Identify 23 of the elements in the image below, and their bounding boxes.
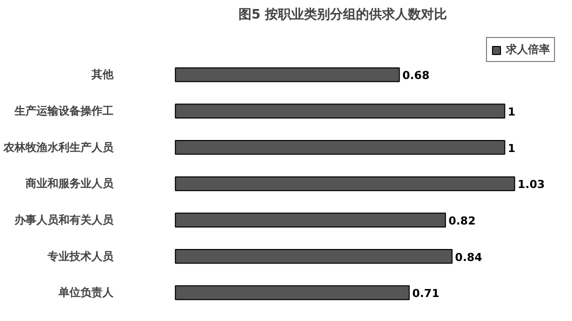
y-tick-label: 专业技术人员 [46,250,114,263]
bar [174,248,453,264]
chart-title: 图5 按职业类别分组的供求人数对比 [238,6,448,22]
data-label: 1 [508,142,516,155]
y-tick-label: 生产运输设备操作工 [14,104,114,118]
legend-label: 求人倍率 [506,42,550,57]
y-tick-label: 商业和服务业人员 [24,177,114,190]
bar [174,176,516,192]
bar [174,104,506,118]
y-tick-label: 农林牧渔水利生产人员 [2,140,114,154]
data-label: 1.03 [518,178,545,192]
data-label: 0.71 [412,287,440,300]
data-label: 0.82 [448,214,476,228]
bar [174,140,506,155]
y-tick-label: 办事人员和有关人员 [14,214,114,227]
y-tick-label: 其他 [90,68,114,82]
bar [174,212,446,228]
data-label: 0.68 [402,69,430,82]
data-label: 1 [508,106,516,119]
bar [174,67,400,82]
bar [174,285,410,300]
data-label: 0.84 [455,250,483,264]
y-tick-label: 单位负责人 [58,286,114,300]
